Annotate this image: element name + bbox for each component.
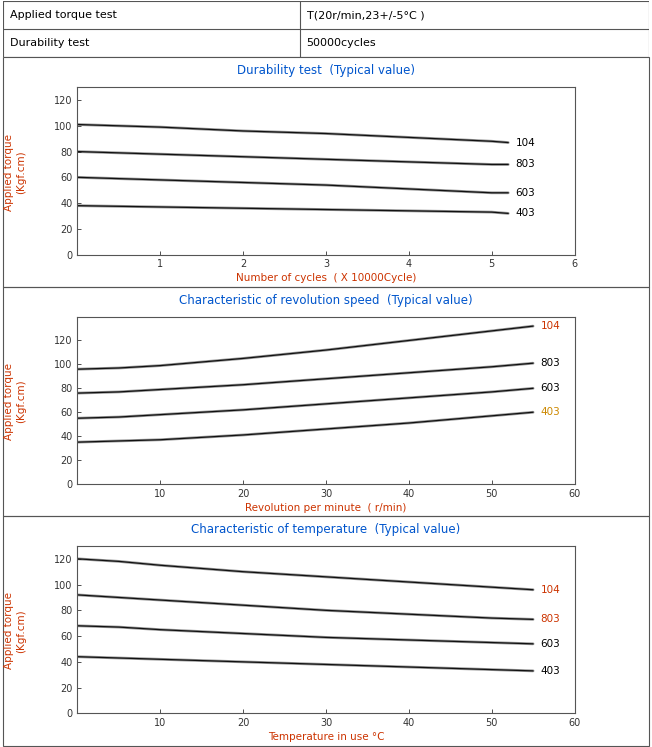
Text: T(20r/min,23+/-5°C ): T(20r/min,23+/-5°C ) [306, 10, 424, 20]
Text: Durability test: Durability test [10, 38, 89, 49]
Text: Temperature in use °C: Temperature in use °C [268, 732, 384, 742]
Text: 50000cycles: 50000cycles [306, 38, 376, 49]
Text: Applied torque
(Kgf.cm): Applied torque (Kgf.cm) [4, 134, 25, 211]
Text: Durability test  (Typical value): Durability test (Typical value) [237, 64, 415, 77]
Text: Characteristic of temperature  (Typical value): Characteristic of temperature (Typical v… [192, 523, 460, 536]
Text: Number of cycles  ( X 10000Cycle): Number of cycles ( X 10000Cycle) [236, 273, 416, 283]
Text: Applied torque
(Kgf.cm): Applied torque (Kgf.cm) [4, 592, 25, 669]
Text: Applied torque test: Applied torque test [10, 10, 117, 20]
Text: Revolution per minute  ( r/min): Revolution per minute ( r/min) [245, 503, 407, 512]
Text: Applied torque
(Kgf.cm): Applied torque (Kgf.cm) [4, 363, 25, 440]
Text: Characteristic of revolution speed  (Typical value): Characteristic of revolution speed (Typi… [179, 294, 473, 306]
